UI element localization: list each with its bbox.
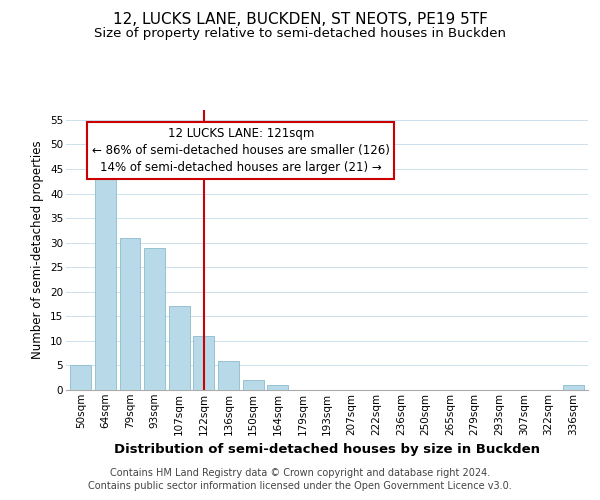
Bar bbox=[144, 248, 165, 390]
Bar bbox=[193, 336, 214, 390]
Bar bbox=[242, 380, 263, 390]
Text: Contains HM Land Registry data © Crown copyright and database right 2024.: Contains HM Land Registry data © Crown c… bbox=[110, 468, 490, 477]
Bar bbox=[218, 360, 239, 390]
Bar bbox=[119, 238, 140, 390]
Bar bbox=[267, 385, 288, 390]
Text: 12 LUCKS LANE: 121sqm
← 86% of semi-detached houses are smaller (126)
14% of sem: 12 LUCKS LANE: 121sqm ← 86% of semi-deta… bbox=[92, 127, 390, 174]
Bar bbox=[95, 169, 116, 390]
Text: Contains public sector information licensed under the Open Government Licence v3: Contains public sector information licen… bbox=[88, 481, 512, 491]
Y-axis label: Number of semi-detached properties: Number of semi-detached properties bbox=[31, 140, 44, 360]
Text: 12, LUCKS LANE, BUCKDEN, ST NEOTS, PE19 5TF: 12, LUCKS LANE, BUCKDEN, ST NEOTS, PE19 … bbox=[113, 12, 487, 28]
Bar bbox=[70, 366, 91, 390]
Bar bbox=[563, 385, 584, 390]
Text: Size of property relative to semi-detached houses in Buckden: Size of property relative to semi-detach… bbox=[94, 28, 506, 40]
X-axis label: Distribution of semi-detached houses by size in Buckden: Distribution of semi-detached houses by … bbox=[114, 443, 540, 456]
Bar bbox=[169, 306, 190, 390]
